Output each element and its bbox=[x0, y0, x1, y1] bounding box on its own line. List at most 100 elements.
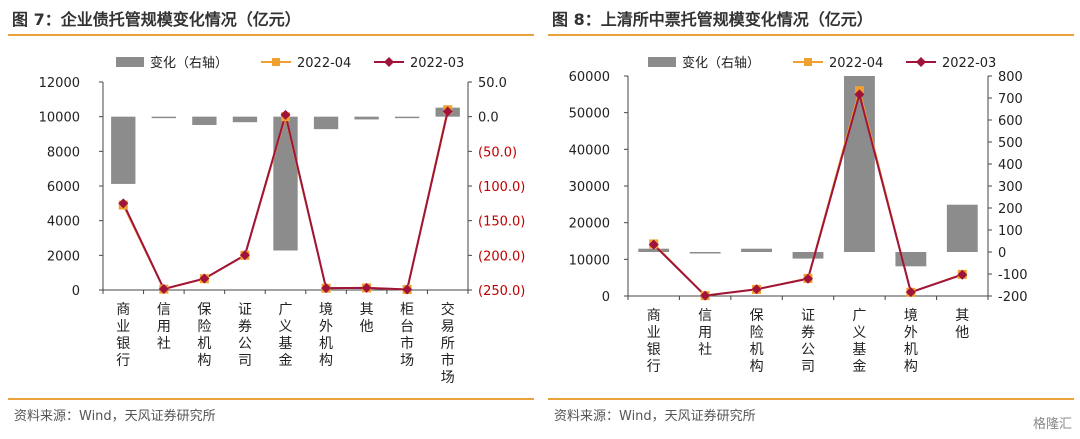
category-label-char: 外 bbox=[319, 319, 333, 335]
point-2022-03 bbox=[442, 106, 453, 117]
right-tick-label: 400 bbox=[998, 158, 1023, 173]
category-label-char: 机 bbox=[197, 336, 211, 352]
category-label-char: 信 bbox=[698, 308, 712, 324]
legend-label-2022-03: 2022-03 bbox=[942, 56, 996, 71]
bar-change bbox=[638, 248, 670, 252]
category-label-char: 险 bbox=[750, 325, 764, 341]
category-label-char: 行 bbox=[116, 353, 130, 369]
category-label-char: 构 bbox=[750, 359, 764, 375]
legend-marker-2022-04 bbox=[804, 58, 812, 66]
point-2022-03 bbox=[239, 250, 250, 261]
category-label-char: 机 bbox=[750, 342, 764, 358]
category-label-char: 公 bbox=[801, 342, 815, 358]
chart-title-right: 图 8：上清所中票托管规模变化情况（亿元） bbox=[552, 10, 873, 29]
chart-legend: 变化（右轴） 2022-04 2022-03 bbox=[116, 55, 464, 71]
category-label-char: 用 bbox=[698, 325, 712, 341]
right-tick-label: 300 bbox=[998, 180, 1023, 195]
category-label-char: 券 bbox=[801, 325, 815, 341]
point-2022-03 bbox=[118, 198, 129, 209]
left-tick-label: 10000 bbox=[39, 111, 80, 126]
bar-change bbox=[354, 116, 379, 120]
category-label: 信用社 bbox=[157, 302, 171, 352]
category-label: 其他 bbox=[955, 308, 969, 341]
legend-marker-2022-03 bbox=[384, 57, 394, 67]
category-label-char: 金 bbox=[852, 359, 866, 375]
point-2022-03 bbox=[158, 283, 169, 294]
category-label: 信用社 bbox=[698, 308, 712, 358]
left-tick-label: 0 bbox=[602, 290, 610, 305]
left-tick-label: 0 bbox=[72, 284, 80, 299]
category-label-char: 业 bbox=[116, 319, 130, 335]
chart-right-svg: 变化（右轴） 2022-04 2022-0301000020000300004000… bbox=[569, 55, 1028, 375]
category-label-char: 券 bbox=[238, 319, 252, 335]
right-tick-label: 500 bbox=[998, 136, 1023, 151]
bar-change bbox=[844, 76, 875, 252]
point-2022-03 bbox=[905, 287, 916, 298]
legend-swatch-bar bbox=[648, 57, 676, 67]
left-tick-label: 30000 bbox=[569, 180, 610, 195]
left-tick-label: 4000 bbox=[47, 215, 80, 230]
point-2022-03 bbox=[402, 284, 413, 295]
category-label-char: 市 bbox=[441, 352, 455, 369]
right-tick-label: 50.0 bbox=[478, 76, 507, 91]
legend-label-change: 变化（右轴） bbox=[150, 55, 228, 71]
bar-change bbox=[946, 204, 978, 252]
point-2022-03 bbox=[361, 282, 372, 293]
category-label-char: 市 bbox=[400, 335, 414, 352]
legend-label-2022-03: 2022-03 bbox=[410, 56, 464, 71]
category-label-char: 场 bbox=[441, 370, 455, 386]
point-2022-03 bbox=[648, 239, 659, 250]
title-rule-left bbox=[8, 34, 534, 36]
category-label-char: 柜 bbox=[400, 302, 414, 318]
category-label-char: 所 bbox=[441, 336, 455, 352]
category-label-char: 商 bbox=[647, 308, 661, 324]
category-label-char: 构 bbox=[904, 359, 918, 375]
legend-label-2022-04: 2022-04 bbox=[829, 56, 883, 71]
right-tick-label: 100 bbox=[998, 224, 1023, 239]
legend-label-change: 变化（右轴） bbox=[682, 55, 760, 71]
category-label-char: 信 bbox=[157, 302, 171, 318]
title-rule-right bbox=[548, 34, 1074, 36]
category-label-char: 社 bbox=[698, 342, 712, 358]
category-label-char: 他 bbox=[360, 319, 374, 335]
category-label-char: 构 bbox=[197, 353, 211, 369]
category-label-char: 义 bbox=[852, 325, 866, 341]
right-tick-label: -200 bbox=[998, 290, 1028, 305]
category-label-char: 台 bbox=[400, 319, 414, 335]
chart-panel-left: 图 7：企业债托管规模变化情况（亿元） 变化（右轴） 2022-04 2022-03… bbox=[8, 0, 538, 439]
left-tick-label: 8000 bbox=[47, 145, 80, 160]
right-tick-label: 0 bbox=[998, 246, 1006, 261]
chart-panel-right: 图 8：上清所中票托管规模变化情况（亿元） 变化（右轴） 2022-04 2022-… bbox=[548, 0, 1078, 439]
category-label-char: 广 bbox=[279, 302, 293, 318]
right-tick-label: (150.0) bbox=[478, 215, 525, 230]
point-2022-03 bbox=[957, 269, 968, 280]
category-label-char: 业 bbox=[647, 325, 661, 341]
source-note-right: 资料来源：Wind，天风证券研究所 bbox=[554, 409, 756, 424]
category-label-char: 交 bbox=[441, 301, 455, 318]
left-tick-label: 2000 bbox=[47, 249, 80, 264]
left-tick-label: 20000 bbox=[569, 217, 610, 232]
right-tick-label: (200.0) bbox=[478, 249, 525, 264]
legend-swatch-bar bbox=[116, 57, 144, 67]
category-label: 其他 bbox=[360, 302, 374, 335]
category-label-char: 银 bbox=[647, 342, 661, 358]
bar-change bbox=[111, 116, 136, 184]
category-label-char: 基 bbox=[279, 335, 293, 352]
point-2022-03 bbox=[700, 290, 711, 301]
bar-change bbox=[232, 116, 258, 123]
chart-legend: 变化（右轴） 2022-04 2022-03 bbox=[648, 55, 996, 71]
bar-change bbox=[273, 116, 298, 251]
right-tick-label: (250.0) bbox=[478, 284, 525, 299]
category-label-char: 外 bbox=[904, 325, 918, 341]
bar-change bbox=[192, 116, 217, 125]
right-tick-label: 700 bbox=[998, 92, 1023, 107]
legend-label-2022-04: 2022-04 bbox=[297, 56, 351, 71]
category-label-char: 证 bbox=[801, 308, 815, 324]
